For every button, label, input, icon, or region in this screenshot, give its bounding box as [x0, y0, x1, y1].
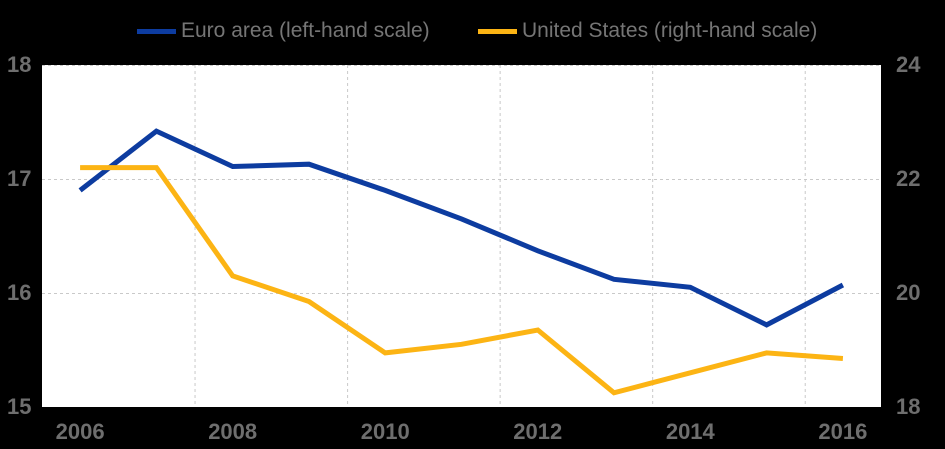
line-chart	[42, 65, 881, 407]
y-axis-right-tick-label: 20	[896, 280, 921, 305]
y-axis-left-tick-label: 18	[7, 52, 32, 77]
legend-label-united-states: United States (right-hand scale)	[522, 19, 818, 42]
y-axis-right-tick-label: 24	[896, 52, 921, 77]
x-axis-tick-label: 2012	[513, 419, 563, 444]
y-axis-left-tick-label: 17	[7, 166, 32, 191]
y-axis-right-tick-label: 18	[896, 394, 921, 419]
y-axis-left-tick-label: 15	[7, 394, 32, 419]
y-axis-left-tick-label: 16	[7, 280, 32, 305]
legend-swatch-euro-area	[137, 28, 176, 34]
legend-label-euro-area: Euro area (left-hand scale)	[181, 19, 430, 42]
x-axis-tick-label: 2008	[208, 419, 258, 444]
x-axis-tick-label: 2014	[665, 419, 715, 444]
plot-area	[42, 65, 881, 407]
y-axis-right-tick-label: 22	[896, 166, 921, 191]
x-axis-tick-label: 2010	[360, 419, 410, 444]
legend: Euro area (left-hand scale) United State…	[0, 0, 945, 50]
united-states-line	[80, 165, 844, 396]
legend-swatch-united-states	[478, 28, 517, 34]
legend-item-united-states: United States (right-hand scale)	[478, 19, 817, 43]
x-axis-tick-label: 2016	[818, 419, 868, 444]
x-axis-tick-label: 2006	[55, 419, 105, 444]
legend-item-euro-area: Euro area (left-hand scale)	[137, 19, 430, 43]
euro-area-line	[78, 128, 845, 328]
